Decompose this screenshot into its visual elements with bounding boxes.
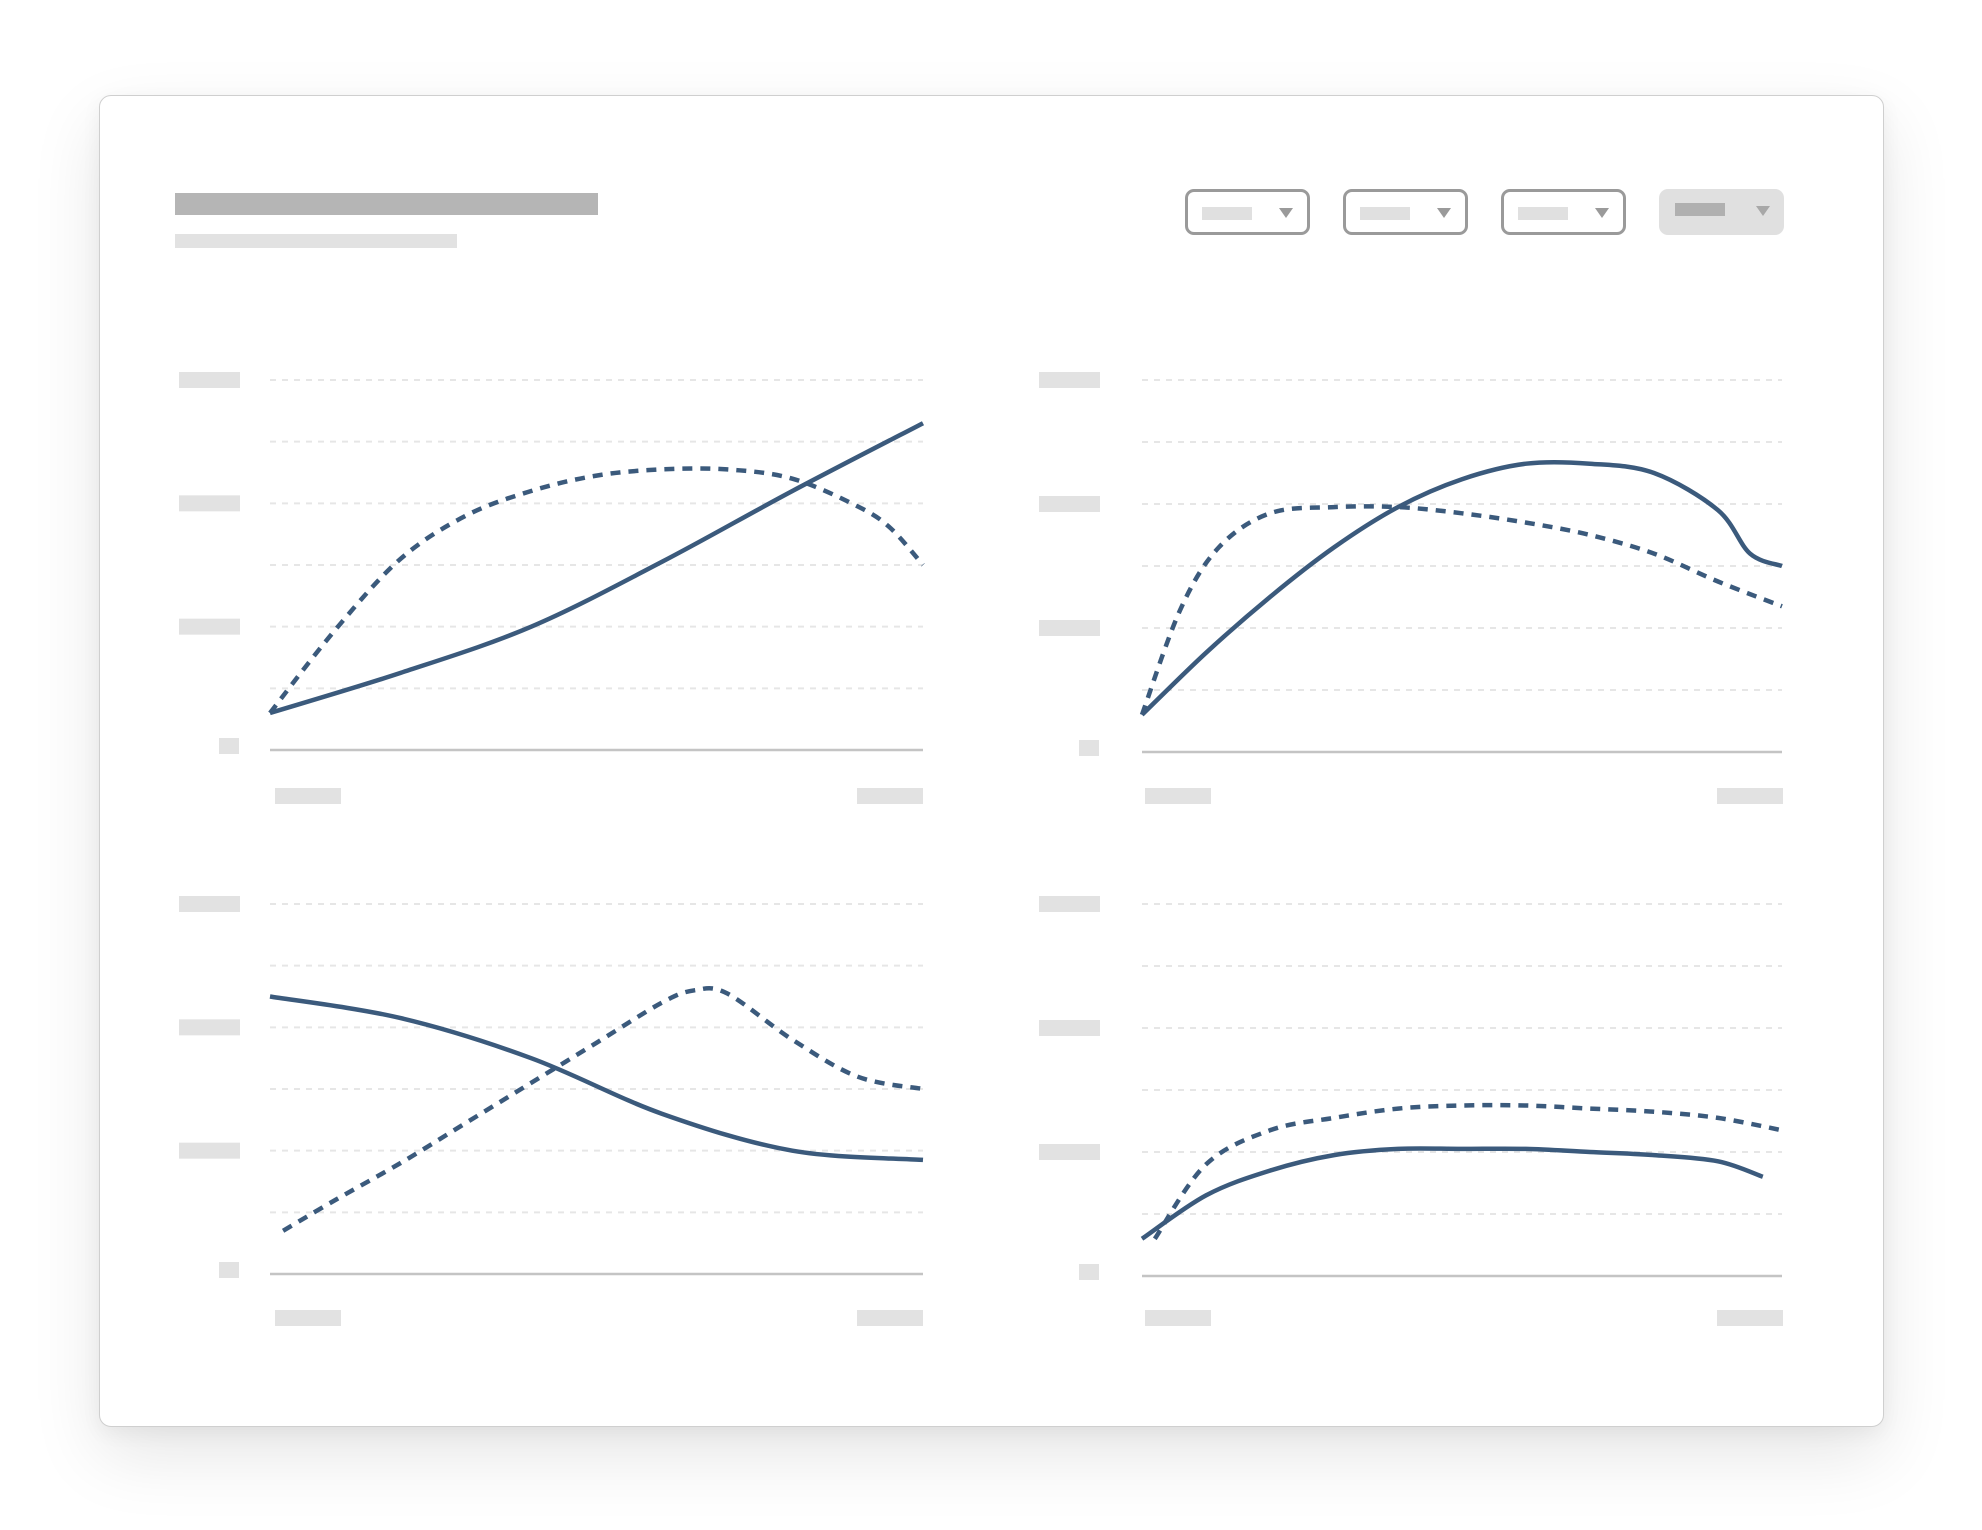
series-line-dashed xyxy=(1139,504,1783,716)
filter-dropdown-4[interactable] xyxy=(1659,189,1784,235)
filter-value-placeholder xyxy=(1675,203,1725,216)
y-tick-label-placeholder xyxy=(1039,496,1100,512)
y-tick-label-placeholder xyxy=(179,372,240,388)
y-tick-label-placeholder xyxy=(1079,740,1099,756)
y-tick-label-placeholder xyxy=(1039,372,1100,388)
series-line-dashed xyxy=(281,985,924,1233)
series-line-dashed xyxy=(268,466,925,715)
chevron-down-icon xyxy=(1595,208,1609,218)
filter-dropdown-2[interactable] xyxy=(1343,189,1468,235)
y-tick-label-placeholder xyxy=(219,1262,239,1278)
y-tick-label-placeholder xyxy=(179,618,240,635)
dashboard-card xyxy=(99,95,1884,1427)
x-tick-label-placeholder xyxy=(1145,788,1211,804)
x-tick-label-placeholder xyxy=(857,788,923,804)
filter-value-placeholder xyxy=(1518,207,1568,220)
filter-value-placeholder xyxy=(1360,207,1410,220)
chevron-down-icon xyxy=(1279,208,1293,218)
series-line-solid xyxy=(1140,1146,1764,1241)
x-tick-label-placeholder xyxy=(275,788,341,804)
series-line-solid xyxy=(1140,459,1783,717)
y-tick-label-placeholder xyxy=(1039,620,1100,636)
page-subtitle-placeholder xyxy=(175,234,457,248)
y-tick-label-placeholder xyxy=(1039,1020,1100,1036)
series-line-solid xyxy=(269,994,924,1163)
y-tick-label-placeholder xyxy=(179,1142,240,1159)
y-tick-label-placeholder xyxy=(179,1019,240,1036)
y-tick-label-placeholder xyxy=(179,896,240,912)
filter-value-placeholder xyxy=(1202,207,1252,220)
filter-dropdown-1[interactable] xyxy=(1185,189,1310,235)
y-tick-label-placeholder xyxy=(179,495,240,512)
y-tick-label-placeholder xyxy=(1079,1264,1099,1280)
x-tick-label-placeholder xyxy=(275,1310,341,1326)
x-tick-label-placeholder xyxy=(1145,1310,1211,1326)
page-title-placeholder xyxy=(175,193,598,215)
chevron-down-icon xyxy=(1756,206,1770,216)
x-tick-label-placeholder xyxy=(1717,1310,1783,1326)
chevron-down-icon xyxy=(1437,208,1451,218)
y-tick-label-placeholder xyxy=(1039,1144,1100,1160)
series-line-dashed xyxy=(1152,1102,1783,1241)
y-tick-label-placeholder xyxy=(1039,896,1100,912)
x-tick-label-placeholder xyxy=(1717,788,1783,804)
series-line-solid xyxy=(269,421,925,716)
x-tick-label-placeholder xyxy=(857,1310,923,1326)
y-tick-label-placeholder xyxy=(219,738,239,754)
filter-dropdown-3[interactable] xyxy=(1501,189,1626,235)
